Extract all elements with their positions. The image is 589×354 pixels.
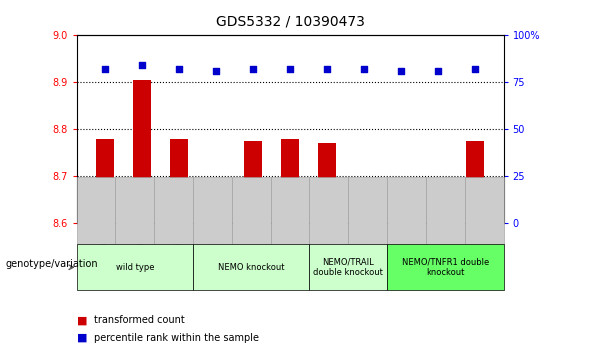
- Bar: [244, 141, 262, 223]
- Point: [174, 66, 184, 72]
- Text: wild type: wild type: [115, 263, 154, 272]
- Bar: [466, 141, 484, 223]
- Bar: [170, 138, 188, 223]
- Point: [285, 66, 294, 72]
- Bar: [429, 193, 447, 223]
- Text: percentile rank within the sample: percentile rank within the sample: [94, 333, 259, 343]
- Point: [396, 68, 406, 74]
- Bar: [392, 197, 411, 223]
- Point: [137, 63, 147, 68]
- Bar: [207, 211, 226, 223]
- Bar: [318, 143, 336, 223]
- Point: [211, 68, 221, 74]
- Text: GDS5332 / 10390473: GDS5332 / 10390473: [216, 14, 365, 28]
- Bar: [281, 138, 299, 223]
- Text: NEMO knockout: NEMO knockout: [218, 263, 284, 272]
- Text: NEMO/TRAIL
double knockout: NEMO/TRAIL double knockout: [313, 257, 383, 277]
- Point: [322, 66, 332, 72]
- Bar: [96, 138, 114, 223]
- Text: ■: ■: [77, 333, 87, 343]
- Text: genotype/variation: genotype/variation: [6, 259, 98, 269]
- Bar: [355, 211, 373, 223]
- Point: [101, 66, 110, 72]
- Text: NEMO/TNFR1 double
knockout: NEMO/TNFR1 double knockout: [402, 257, 489, 277]
- Point: [359, 66, 369, 72]
- Point: [249, 66, 258, 72]
- Bar: [133, 80, 151, 223]
- Text: ■: ■: [77, 315, 87, 325]
- Point: [434, 68, 443, 74]
- Text: transformed count: transformed count: [94, 315, 185, 325]
- Point: [470, 66, 479, 72]
